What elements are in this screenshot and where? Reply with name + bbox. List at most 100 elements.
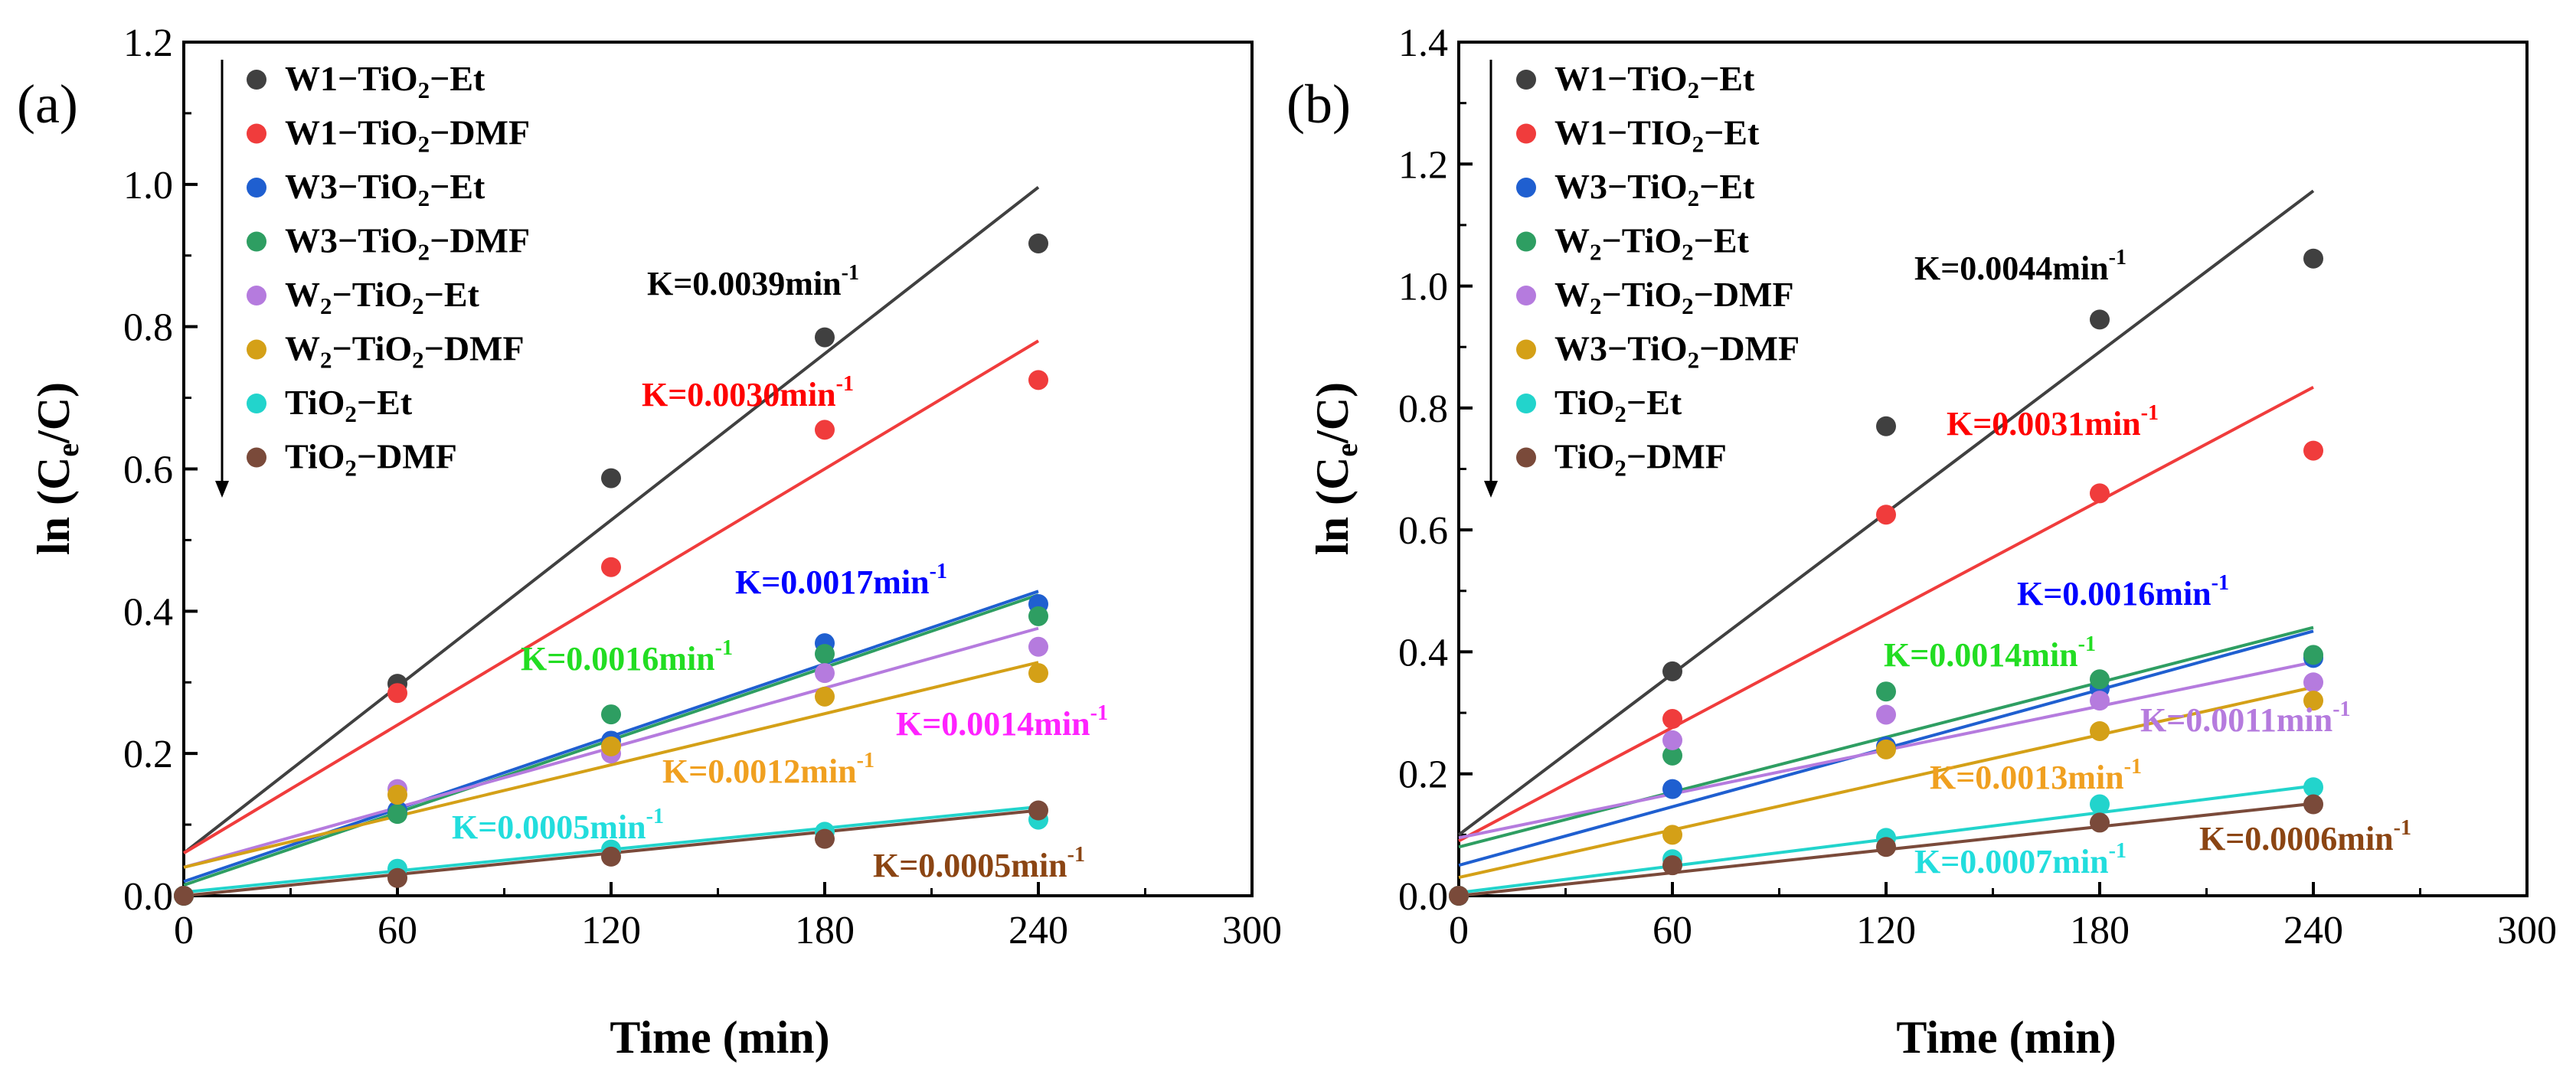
data-point-a-1-3 <box>815 420 835 440</box>
fit-line-a-5 <box>183 661 1039 869</box>
x-tick-label: 120 <box>581 909 641 952</box>
data-point-b-5-3 <box>2090 720 2110 741</box>
x-tick-label: 60 <box>378 909 417 952</box>
data-point-a-3-3 <box>815 644 835 665</box>
legend-marker <box>247 123 266 144</box>
legend-marker <box>247 394 266 413</box>
data-point-b-7-3 <box>2090 812 2110 833</box>
data-point-b-1-3 <box>2090 483 2110 504</box>
data-point-a-1-4 <box>1028 370 1048 390</box>
data-point-a-0-2 <box>601 468 621 488</box>
data-point-a-7-3 <box>815 828 835 849</box>
legend-entry: W1−TiO2​−DMF <box>285 113 530 158</box>
rate-constant-label: K=0.0011min-1 <box>2140 697 2351 739</box>
rate-constant-label: K=0.0016min-1 <box>2017 571 2229 612</box>
data-point-a-5-4 <box>1028 663 1048 684</box>
y-tick-label: 0.8 <box>1398 387 1448 431</box>
legend-marker <box>1516 447 1536 468</box>
y-tick-label: 1.2 <box>123 21 173 65</box>
data-point-b-3-3 <box>2090 669 2110 690</box>
fit-line-a-1 <box>182 339 1040 854</box>
data-point-b-1-1 <box>1662 709 1682 730</box>
data-point-a-1-1 <box>387 683 407 704</box>
y-tick-label: 0.6 <box>123 449 173 492</box>
y-tick-label: 1.0 <box>123 164 173 207</box>
data-point-a-3-2 <box>601 704 621 725</box>
y-tick-label: 0.0 <box>1398 875 1448 919</box>
data-point-a-5-2 <box>601 736 621 756</box>
data-point-b-0-1 <box>1662 661 1682 681</box>
data-point-b-6-4 <box>2303 777 2323 798</box>
data-point-b-3-1 <box>1662 745 1682 766</box>
data-point-b-4-4 <box>2303 672 2323 693</box>
legend-entry: W3−TiO2​−Et <box>1554 167 1755 211</box>
y-tick-label: 0.4 <box>1398 631 1448 675</box>
y-tick-label: 1.0 <box>1398 266 1448 309</box>
legend-entry: W3−TiO2​−DMF <box>285 221 530 266</box>
legend-marker <box>1516 339 1536 360</box>
panel-a: 0 60 120 180 240 300 0.0 0.2 0.4 0.6 0.8 1.0 1.2 Time… <box>17 21 1282 1063</box>
data-point-b-5-4 <box>2303 691 2323 711</box>
y-tick-label: 0.2 <box>1398 753 1448 797</box>
fit-line-a-0 <box>182 185 1040 854</box>
rate-constant-label: K=0.0014min-1 <box>1884 632 2096 674</box>
rate-constant-label: K=0.0030min-1 <box>642 372 854 413</box>
data-point-b-1-4 <box>2303 440 2323 461</box>
rate-constant-label: K=0.0031min-1 <box>1947 401 2159 443</box>
rate-constant-label: K=0.0016min-1 <box>521 636 733 678</box>
x-tick-label: 300 <box>2497 909 2557 952</box>
x-tick-label: 240 <box>1008 909 1068 952</box>
x-tick-label: 240 <box>2283 909 2343 952</box>
data-point-a-3-1 <box>387 804 407 825</box>
data-point-a-3-4 <box>1028 606 1048 626</box>
legend-entry: W2​−TiO2​−Et <box>285 275 480 319</box>
legend-marker <box>247 231 266 252</box>
legend-entry: W1−TiO2​−Et <box>1554 59 1755 103</box>
y-axis-label: ln (Ce/C) <box>28 382 85 555</box>
data-point-b-5-1 <box>1662 825 1682 845</box>
rate-constant-label: K=0.0005min-1 <box>873 843 1085 884</box>
legend-marker <box>1516 286 1536 305</box>
legend-entry: W2​−TiO2​−DMF <box>1554 275 1794 319</box>
panel-label: (a) <box>17 73 78 135</box>
legend-entry: TiO2​−DMF <box>1554 437 1727 482</box>
data-point-b-5-2 <box>1876 739 1896 759</box>
rate-constant-label: K=0.0007min-1 <box>1914 839 2127 880</box>
y-tick-label: 0.8 <box>123 306 173 350</box>
x-tick-label: 180 <box>795 909 855 952</box>
data-point-a-5-3 <box>815 686 835 707</box>
fit-line-b-5 <box>1458 685 2314 880</box>
fit-line-b-1 <box>1458 386 2314 843</box>
data-point-b-0-4 <box>2303 248 2323 269</box>
data-point-b-0-2 <box>1876 416 1896 436</box>
data-point-b-4-1 <box>1662 730 1682 750</box>
legend-entry: W1−TIO2​−Et <box>1554 113 1760 158</box>
data-point-b-3-4 <box>2303 645 2323 665</box>
data-point-b-7-0 <box>1449 886 1469 906</box>
data-point-b-7-1 <box>1662 855 1682 876</box>
legend-arrow-head <box>215 481 229 498</box>
legend-entry: W2​−TiO2​−Et <box>1554 221 1750 266</box>
x-tick-label: 60 <box>1652 909 1692 952</box>
x-tick-label: 0 <box>174 909 194 952</box>
data-point-a-4-4 <box>1028 636 1048 657</box>
rate-constant-label: K=0.0044min-1 <box>1914 246 2127 287</box>
rate-constant-label: K=0.0017min-1 <box>735 560 947 601</box>
x-tick-label: 180 <box>2070 909 2130 952</box>
data-point-a-4-3 <box>815 663 835 684</box>
x-axis-label: Time (min) <box>610 1012 829 1063</box>
legend-marker <box>247 178 266 198</box>
legend-marker <box>247 447 266 468</box>
legend-entry: W1−TiO2​−Et <box>285 59 485 103</box>
legend-marker <box>247 339 266 360</box>
legend-marker <box>1516 231 1536 252</box>
data-point-b-3-2 <box>1876 681 1896 702</box>
y-tick-label: 0.4 <box>123 590 173 634</box>
legend-marker <box>1516 123 1536 144</box>
y-tick-label: 0.0 <box>123 875 173 919</box>
legend-marker <box>247 70 266 90</box>
data-point-a-1-2 <box>601 557 621 577</box>
rate-constant-label: K=0.0012min-1 <box>662 749 874 790</box>
data-point-b-0-3 <box>2090 309 2110 330</box>
